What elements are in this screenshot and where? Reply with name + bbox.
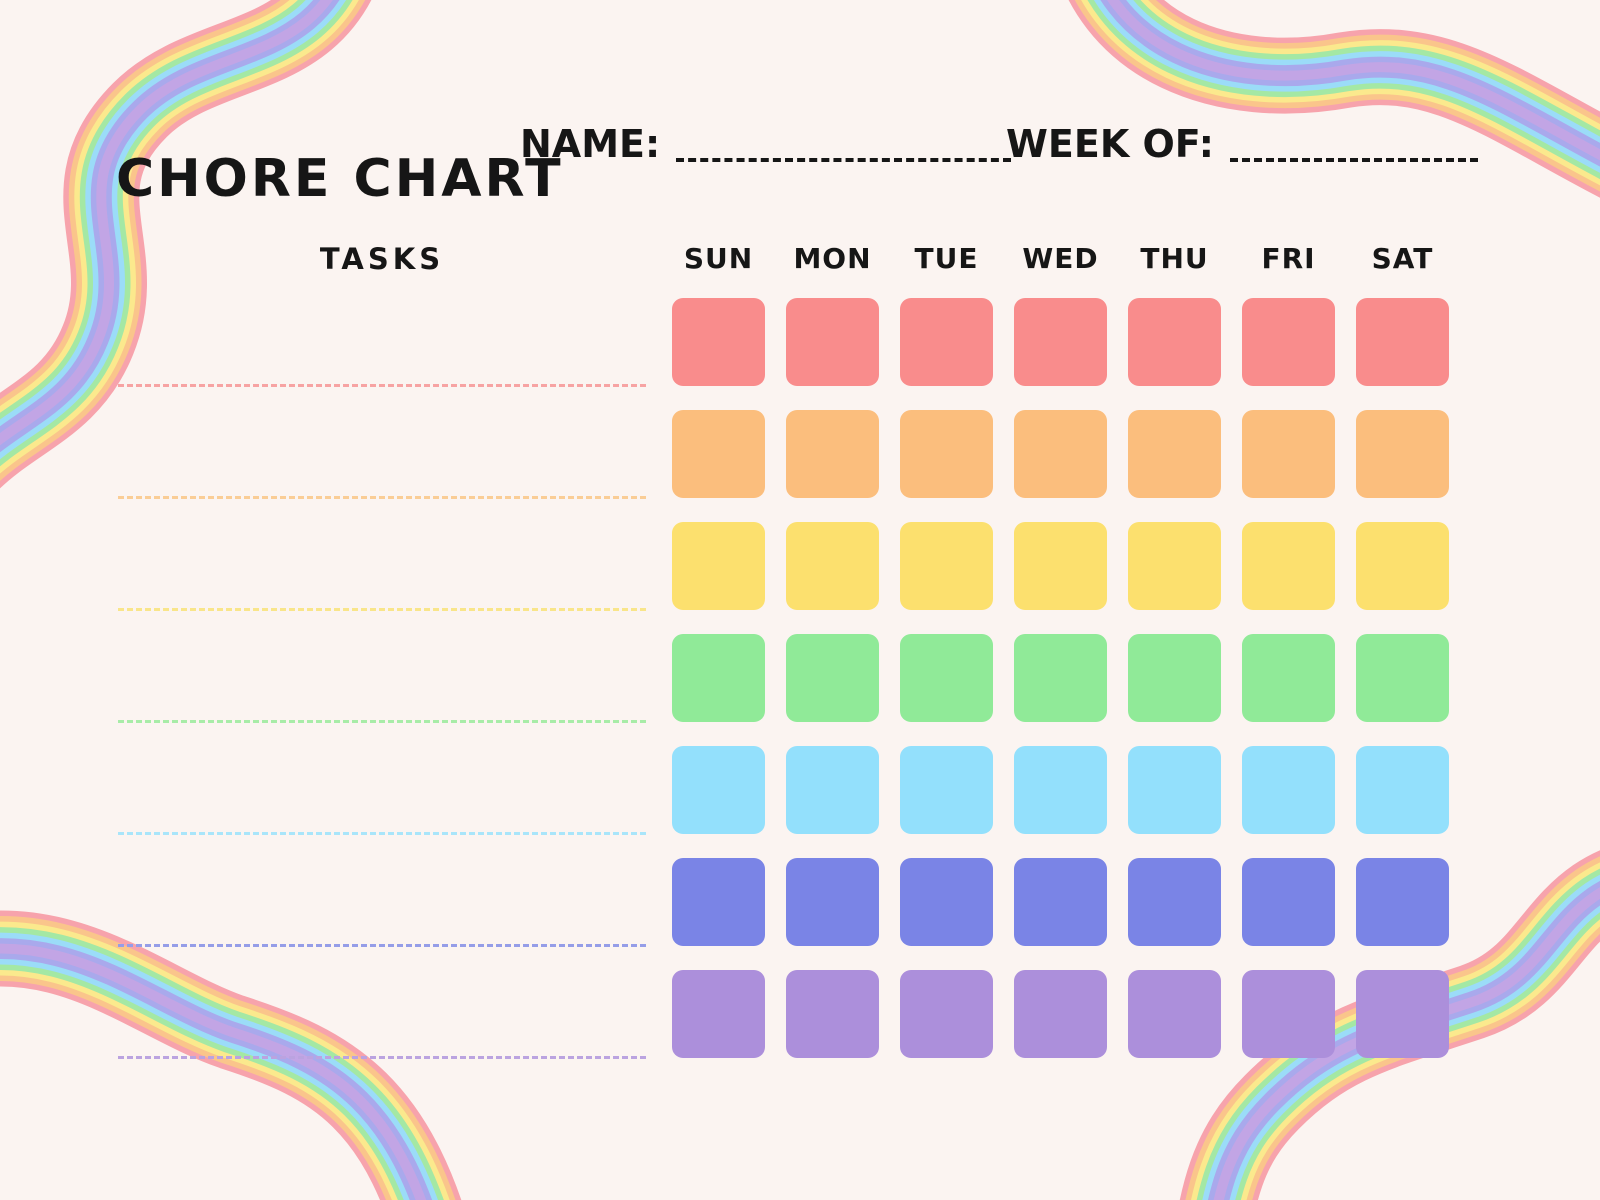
chore-cell-orange-fri[interactable] (1242, 410, 1335, 498)
chore-cell-orange-sun[interactable] (672, 410, 765, 498)
chore-cell-yellow-wed[interactable] (1014, 522, 1107, 610)
chore-cell-orange-thu[interactable] (1128, 410, 1221, 498)
name-field: NAME: (520, 122, 1012, 168)
chore-cell-orange-sat[interactable] (1356, 410, 1449, 498)
chore-cell-purple-wed[interactable] (1014, 970, 1107, 1058)
chore-cell-orange-wed[interactable] (1014, 410, 1107, 498)
day-header-sat: SAT (1371, 242, 1434, 275)
chore-cell-purple-mon[interactable] (786, 970, 879, 1058)
chore-cell-indigo-wed[interactable] (1014, 858, 1107, 946)
tasks-column-header: TASKS (319, 242, 445, 276)
week-of-label: WEEK OF: (1006, 122, 1214, 166)
task-line-sky[interactable] (118, 832, 646, 835)
chore-cell-red-sat[interactable] (1356, 298, 1449, 386)
chore-cell-sky-wed[interactable] (1014, 746, 1107, 834)
chore-cell-orange-tue[interactable] (900, 410, 993, 498)
chore-grid (672, 298, 1449, 1058)
chore-cell-yellow-sat[interactable] (1356, 522, 1449, 610)
chore-cell-green-thu[interactable] (1128, 634, 1221, 722)
chore-cell-sky-fri[interactable] (1242, 746, 1335, 834)
chore-cell-sky-thu[interactable] (1128, 746, 1221, 834)
chore-cell-sky-sat[interactable] (1356, 746, 1449, 834)
chore-cell-red-wed[interactable] (1014, 298, 1107, 386)
chore-cell-yellow-fri[interactable] (1242, 522, 1335, 610)
chore-cell-indigo-sat[interactable] (1356, 858, 1449, 946)
chore-cell-purple-sun[interactable] (672, 970, 765, 1058)
day-header-tue: TUE (914, 242, 979, 275)
name-fill-line[interactable] (676, 157, 1012, 162)
chore-cell-red-sun[interactable] (672, 298, 765, 386)
chore-cell-green-wed[interactable] (1014, 634, 1107, 722)
chore-cell-yellow-thu[interactable] (1128, 522, 1221, 610)
chore-cell-green-sat[interactable] (1356, 634, 1449, 722)
chore-cell-green-mon[interactable] (786, 634, 879, 722)
chore-cell-yellow-sun[interactable] (672, 522, 765, 610)
chore-cell-sky-tue[interactable] (900, 746, 993, 834)
week-of-fill-line[interactable] (1229, 157, 1478, 162)
task-line-red[interactable] (118, 384, 646, 387)
chore-cell-purple-fri[interactable] (1242, 970, 1335, 1058)
chore-cell-purple-sat[interactable] (1356, 970, 1449, 1058)
chore-cell-green-fri[interactable] (1242, 634, 1335, 722)
chore-cell-purple-thu[interactable] (1128, 970, 1221, 1058)
chore-cell-indigo-tue[interactable] (900, 858, 993, 946)
task-line-yellow[interactable] (118, 608, 646, 611)
page-title: CHORE CHART (116, 148, 564, 209)
chore-cell-sky-sun[interactable] (672, 746, 765, 834)
day-header-row: SUN MON TUE WED THU FRI SAT (672, 242, 1449, 275)
chore-cell-red-mon[interactable] (786, 298, 879, 386)
chore-cell-red-tue[interactable] (900, 298, 993, 386)
chore-cell-indigo-fri[interactable] (1242, 858, 1335, 946)
chore-cell-indigo-mon[interactable] (786, 858, 879, 946)
day-header-fri: FRI (1261, 242, 1316, 275)
chore-cell-indigo-thu[interactable] (1128, 858, 1221, 946)
day-header-wed: WED (1022, 242, 1099, 275)
chore-cell-purple-tue[interactable] (900, 970, 993, 1058)
chore-cell-yellow-mon[interactable] (786, 522, 879, 610)
day-header-sun: SUN (683, 242, 754, 275)
day-header-mon: MON (793, 242, 872, 275)
chore-cell-red-fri[interactable] (1242, 298, 1335, 386)
chore-cell-sky-mon[interactable] (786, 746, 879, 834)
task-line-indigo[interactable] (118, 944, 646, 947)
chore-cell-green-sun[interactable] (672, 634, 765, 722)
chore-cell-orange-mon[interactable] (786, 410, 879, 498)
task-line-orange[interactable] (118, 496, 646, 499)
chore-cell-indigo-sun[interactable] (672, 858, 765, 946)
task-line-purple[interactable] (118, 1056, 646, 1059)
chore-cell-yellow-tue[interactable] (900, 522, 993, 610)
chore-cell-green-tue[interactable] (900, 634, 993, 722)
name-label: NAME: (520, 122, 661, 166)
week-of-field: WEEK OF: (1006, 122, 1478, 168)
task-line-green[interactable] (118, 720, 646, 723)
day-header-thu: THU (1140, 242, 1209, 275)
rainbow-swirl-bottom-left (0, 910, 462, 1200)
chore-cell-red-thu[interactable] (1128, 298, 1221, 386)
